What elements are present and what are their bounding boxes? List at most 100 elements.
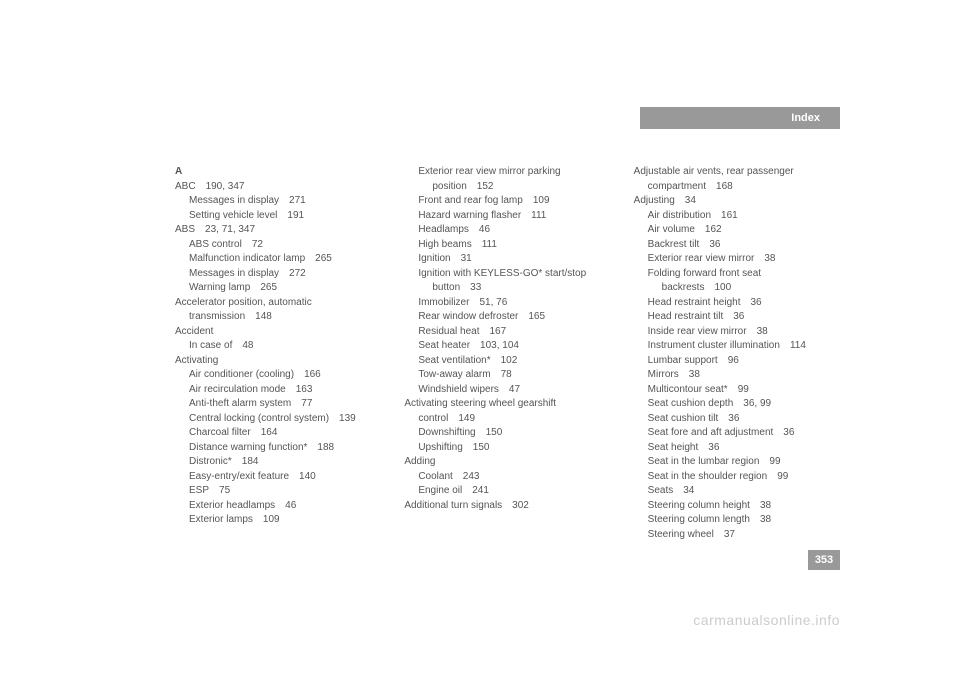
index-entry-text: Coolant bbox=[418, 471, 452, 482]
index-entry-page: 36 bbox=[751, 297, 762, 308]
index-entry-text: Air volume bbox=[648, 224, 695, 235]
index-entry: High beams111 bbox=[404, 238, 615, 253]
index-entry-page: 190, 347 bbox=[206, 181, 245, 192]
index-entry: Additional turn signals302 bbox=[404, 499, 615, 514]
index-entry-page: 51, 76 bbox=[479, 297, 507, 308]
index-entry-page: 241 bbox=[472, 485, 489, 496]
index-entry-text: Central locking (control system) bbox=[189, 413, 329, 424]
index-entry-text: button bbox=[432, 282, 460, 293]
index-entry-text: High beams bbox=[418, 239, 471, 250]
index-entry-page: 163 bbox=[296, 384, 313, 395]
index-entry: Front and rear fog lamp109 bbox=[404, 194, 615, 209]
index-entry-page: 96 bbox=[728, 355, 739, 366]
page-number: 353 bbox=[815, 554, 833, 566]
index-entry: Air conditioner (cooling) 166 bbox=[175, 368, 386, 383]
index-entry: compartment168 bbox=[634, 180, 845, 195]
index-entry-text: Accelerator position, automatic bbox=[175, 297, 312, 308]
index-entry-page: 188 bbox=[317, 442, 334, 453]
index-entry-text: ABS bbox=[175, 224, 195, 235]
index-entry-page: 271 bbox=[289, 195, 306, 206]
index-entry-text: Air conditioner (cooling) bbox=[189, 369, 294, 380]
index-entry-text: Lumbar support bbox=[648, 355, 718, 366]
index-entry: Downshifting150 bbox=[404, 426, 615, 441]
index-entry-text: Messages in display bbox=[189, 195, 279, 206]
index-entry-text: Headlamps bbox=[418, 224, 469, 235]
index-entry: Exterior lamps109 bbox=[175, 513, 386, 528]
index-entry: Upshifting 150 bbox=[404, 441, 615, 456]
index-entry-text: Mirrors bbox=[648, 369, 679, 380]
index-entry-text: Ignition with KEYLESS-GO* start/stop bbox=[418, 268, 586, 279]
index-entry-page: 36 bbox=[709, 239, 720, 250]
index-entry-text: Exterior rear view mirror parking bbox=[418, 166, 560, 177]
index-entry-text: Steering column length bbox=[648, 514, 750, 525]
index-entry-page: 272 bbox=[289, 268, 306, 279]
index-entry: Central locking (control system)139 bbox=[175, 412, 386, 427]
index-entry: ABC 190, 347 bbox=[175, 180, 386, 195]
index-entry-text: Folding forward front seat bbox=[648, 268, 761, 279]
index-entry-page: 72 bbox=[252, 239, 263, 250]
index-entry-text: Hazard warning flasher bbox=[418, 210, 521, 221]
index-entry-text: ABC bbox=[175, 181, 196, 192]
index-entry-page: 265 bbox=[260, 282, 277, 293]
index-entry-page: 103, 104 bbox=[480, 340, 519, 351]
index-entry-text: Messages in display bbox=[189, 268, 279, 279]
index-entry: Seat cushion tilt36 bbox=[634, 412, 845, 427]
index-entry-page: 302 bbox=[512, 500, 529, 511]
index-entry-page: 243 bbox=[463, 471, 480, 482]
index-entry-text: Seat heater bbox=[418, 340, 470, 351]
index-entry: Ignition31 bbox=[404, 252, 615, 267]
index-entry-text: position bbox=[432, 181, 466, 192]
index-entry: Coolant 243 bbox=[404, 470, 615, 485]
index-entry-page: 152 bbox=[477, 181, 494, 192]
index-entry: Accident bbox=[175, 325, 386, 340]
index-entry-text: Accident bbox=[175, 326, 213, 337]
index-entry-page: 102 bbox=[501, 355, 518, 366]
header-tab: Index bbox=[640, 107, 840, 129]
index-entry-page: 191 bbox=[287, 210, 304, 221]
index-entry: Seat height36 bbox=[634, 441, 845, 456]
index-entry-page: 78 bbox=[501, 369, 512, 380]
index-entry: Setting vehicle level191 bbox=[175, 209, 386, 224]
index-entry: Multicontour seat*99 bbox=[634, 383, 845, 398]
index-entry-page: 148 bbox=[255, 311, 272, 322]
index-entry-text: Seats bbox=[648, 485, 674, 496]
index-content: AABC190, 347Messages in display271Settin… bbox=[175, 165, 845, 542]
index-entry-page: 46 bbox=[285, 500, 296, 511]
index-entry: Malfunction indicator lamp265 bbox=[175, 252, 386, 267]
index-entry-page: 164 bbox=[261, 427, 278, 438]
index-entry-page: 37 bbox=[724, 529, 735, 540]
index-entry-page: 99 bbox=[777, 471, 788, 482]
index-entry-text: backrests bbox=[662, 282, 705, 293]
index-entry-text: Air recirculation mode bbox=[189, 384, 286, 395]
index-entry-page: 114 bbox=[790, 340, 806, 351]
index-entry: Messages in display 272 bbox=[175, 267, 386, 282]
index-entry: In case of48 bbox=[175, 339, 386, 354]
index-entry: Steering column height38 bbox=[634, 499, 845, 514]
index-entry: button33 bbox=[404, 281, 615, 296]
index-entry-text: Easy-entry/exit feature bbox=[189, 471, 289, 482]
index-entry-text: Seat cushion depth bbox=[648, 398, 734, 409]
index-entry: Instrument cluster illumination114 bbox=[634, 339, 845, 354]
index-entry-text: Adding bbox=[404, 456, 435, 467]
index-column-2: Exterior rear view mirror parking positio… bbox=[404, 165, 615, 542]
index-entry-page: 150 bbox=[473, 442, 490, 453]
index-entry: Rear window defroster165 bbox=[404, 310, 615, 325]
index-entry-page: 166 bbox=[304, 369, 321, 380]
index-entry: transmission148 bbox=[175, 310, 386, 325]
index-entry: Distronic*184 bbox=[175, 455, 386, 470]
index-entry-text: Steering column height bbox=[648, 500, 750, 511]
index-entry: Adjustable air vents, rear passenger bbox=[634, 165, 845, 180]
index-entry: Inside rear view mirror38 bbox=[634, 325, 845, 340]
index-entry: Warning lamp265 bbox=[175, 281, 386, 296]
index-entry: Air distribution161 bbox=[634, 209, 845, 224]
index-entry-text: Residual heat bbox=[418, 326, 479, 337]
page-number-box: 353 bbox=[808, 550, 840, 570]
index-entry-text: Exterior headlamps bbox=[189, 500, 275, 511]
index-entry: Adding bbox=[404, 455, 615, 470]
index-entry-text: Upshifting bbox=[418, 442, 462, 453]
index-entry-text: Seat cushion tilt bbox=[648, 413, 719, 424]
index-entry: Mirrors38 bbox=[634, 368, 845, 383]
index-entry-page: 161 bbox=[721, 210, 738, 221]
index-entry-text: Front and rear fog lamp bbox=[418, 195, 523, 206]
index-entry: Windshield wipers47 bbox=[404, 383, 615, 398]
